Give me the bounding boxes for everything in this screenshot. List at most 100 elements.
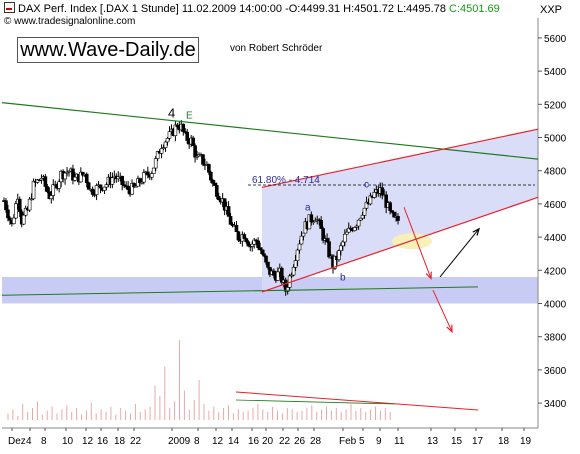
wave-label-b: b	[340, 272, 346, 283]
candle-body	[14, 203, 18, 219]
x-tick-label: 11	[394, 436, 405, 447]
candle-body	[309, 214, 314, 223]
author-text: von Robert Schröder	[230, 43, 323, 54]
x-tick-label: 4	[26, 436, 32, 447]
x-tick-label: 19	[520, 436, 532, 447]
datetime-label: 11.02.2009 14:00:00	[181, 3, 282, 15]
y-tick-label: 4000	[544, 300, 567, 311]
x-tick-label: 12	[82, 436, 94, 447]
x-tick-label: 20	[262, 436, 274, 447]
candle-body	[242, 234, 247, 239]
candle-body	[339, 245, 343, 251]
x-tick-label: 17	[472, 436, 484, 447]
x-tick-label: 22	[130, 436, 142, 447]
candle-body	[8, 217, 12, 221]
x-tick-label: 16	[97, 436, 109, 447]
x-tick-label: 22	[279, 436, 291, 447]
candle-body	[372, 192, 377, 198]
arrow-down-2-head	[446, 324, 453, 334]
candle-body	[45, 186, 50, 192]
channel-fill	[262, 129, 538, 292]
candle-body	[151, 167, 156, 174]
candle-body	[79, 171, 83, 183]
x-tick-label: 12	[212, 436, 224, 447]
x-tick-label: 18	[498, 436, 510, 447]
candle-body	[360, 214, 365, 219]
symbol-label: XXP	[540, 4, 563, 16]
candle-body	[193, 145, 197, 158]
candle-body	[67, 170, 71, 173]
sep: -	[285, 3, 289, 15]
candle-body	[256, 240, 260, 248]
candle-body	[212, 182, 217, 186]
candle-body	[209, 171, 213, 181]
candle-body	[260, 249, 264, 255]
candle-body	[341, 241, 345, 247]
x-tick-label: 8	[194, 436, 200, 447]
candle-body	[344, 231, 349, 235]
candle-body	[73, 176, 77, 181]
wave-label-4: 4	[168, 106, 175, 121]
fib-level-label: 61.80% - 4.714	[252, 175, 320, 186]
x-tick-label: 8	[41, 436, 47, 447]
candle-body	[185, 131, 190, 141]
candle-body	[181, 123, 186, 132]
x-tick-label: 2009	[168, 436, 191, 447]
candle-body	[388, 202, 392, 211]
candle-body	[216, 196, 221, 201]
candle-body	[291, 267, 296, 276]
candle-body	[49, 195, 54, 199]
close-value: C:4501.69	[449, 3, 500, 15]
candle-body	[195, 155, 199, 158]
trend-line-down	[1, 102, 539, 160]
arrow-up-head	[472, 227, 480, 236]
candle-body	[258, 247, 262, 251]
candle-body	[295, 249, 300, 261]
x-tick-label: 10	[62, 436, 74, 447]
candle-body	[165, 137, 170, 143]
y-tick-label: 3800	[544, 333, 567, 344]
candle-body	[236, 231, 241, 241]
volume-trend-line	[235, 391, 479, 411]
candle-body	[21, 214, 26, 225]
chart-settings-icon[interactable]	[4, 2, 15, 13]
candle-body	[57, 181, 61, 189]
x-tick-label: Dez	[8, 436, 26, 447]
candle-body	[352, 227, 357, 231]
candle-body	[396, 216, 400, 221]
candle-body	[6, 209, 10, 219]
candle-body	[297, 243, 302, 251]
candle-body	[201, 154, 205, 165]
candle-body	[159, 148, 164, 154]
candle-body	[17, 198, 22, 212]
candle-body	[149, 173, 154, 178]
y-tick-label: 3600	[544, 366, 567, 377]
trend-line-horizontal	[1, 286, 479, 296]
candle-body	[163, 141, 168, 148]
candle-body	[311, 221, 316, 223]
wave-label-e: E	[186, 110, 193, 121]
x-tick-label: 16	[248, 436, 260, 447]
candle-body	[264, 255, 268, 263]
candle-body	[94, 185, 99, 195]
x-tick-label: 28	[310, 436, 322, 447]
candle-body	[102, 186, 107, 191]
candle-body	[81, 171, 85, 176]
candle-body	[84, 173, 89, 183]
brand-logo-box: www.Wave-Daily.de	[17, 37, 199, 63]
candle-body	[146, 171, 150, 176]
low-value: L:4495.78	[397, 3, 446, 15]
candle-body	[299, 235, 304, 245]
candle-body	[228, 216, 233, 225]
arrow-up-shaft	[439, 228, 480, 278]
y-tick-label: 4400	[544, 233, 567, 244]
candle-body	[368, 195, 373, 205]
candle-body	[266, 261, 270, 268]
arrow-down-2-shaft	[432, 290, 453, 332]
candle-body	[126, 185, 130, 190]
candle-body	[364, 201, 369, 209]
candle-body	[86, 182, 91, 190]
x-tick-label: 13	[427, 436, 439, 447]
candle-body	[23, 207, 28, 216]
